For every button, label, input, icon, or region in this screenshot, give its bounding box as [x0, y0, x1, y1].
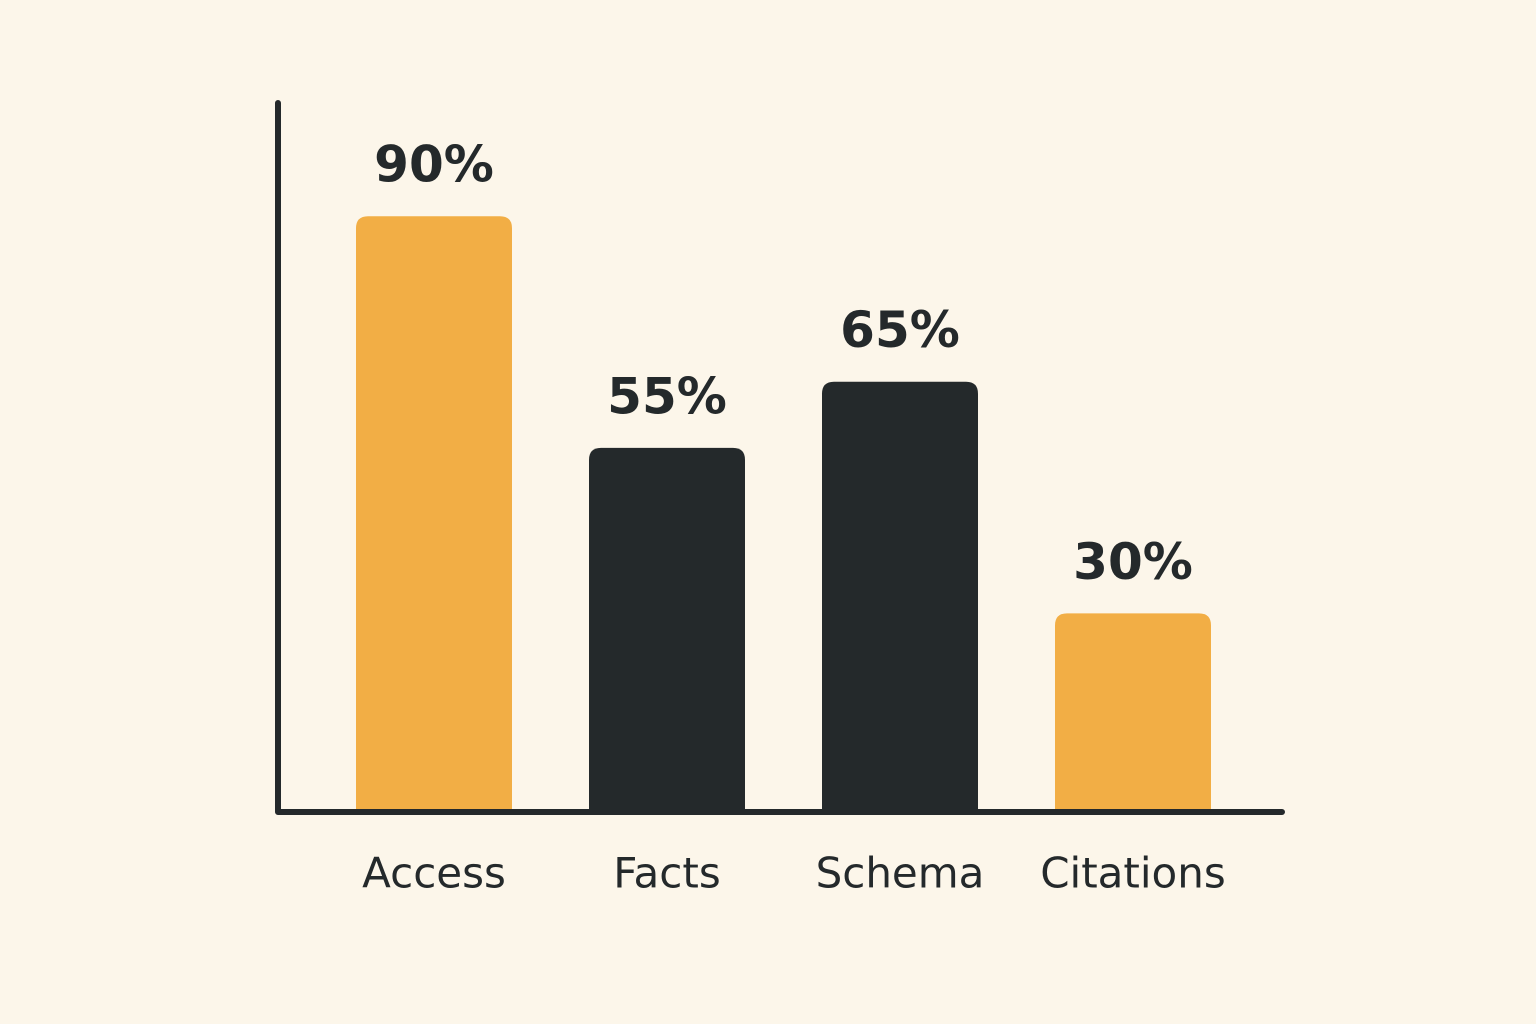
x-tick-label: Access — [362, 849, 506, 898]
value-label: 65% — [840, 301, 960, 359]
bar — [589, 447, 745, 812]
value-label: 30% — [1073, 533, 1193, 591]
x-tick-label: Schema — [816, 849, 985, 898]
x-tick-label: Citations — [1040, 849, 1226, 898]
value-label: 55% — [607, 367, 727, 425]
bar — [1055, 613, 1211, 812]
value-label: 90% — [374, 136, 494, 194]
axis — [275, 100, 1285, 815]
bar — [822, 381, 978, 812]
x-tick-label: Facts — [613, 849, 720, 898]
bar — [356, 216, 512, 812]
